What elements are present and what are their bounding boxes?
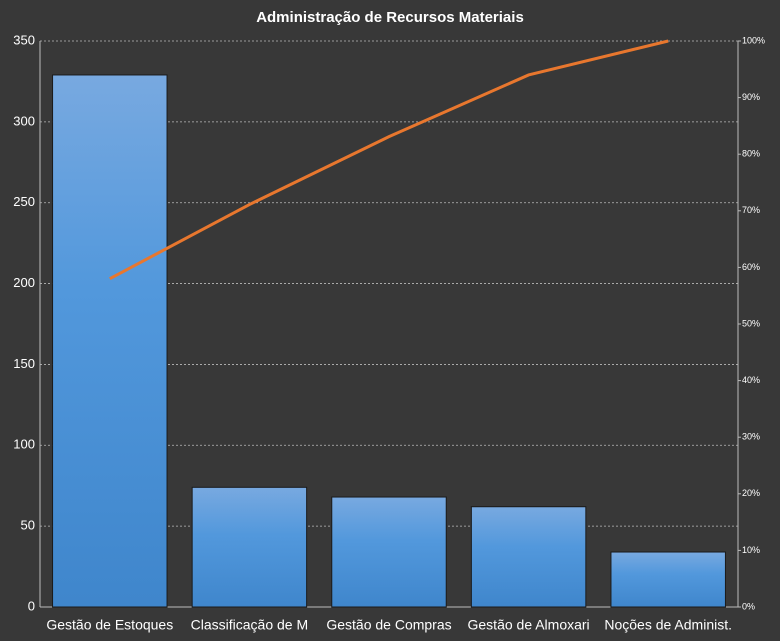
- bar: [52, 74, 168, 608]
- y-tick-label: 0: [28, 598, 35, 613]
- line: [109, 39, 669, 281]
- y2-tick-label: 50%: [742, 318, 760, 328]
- y2-tick-label: 20%: [742, 488, 760, 498]
- x-tick-label: Gestão de Almoxari: [468, 617, 590, 633]
- y-tick-label: 100: [13, 437, 35, 452]
- y-tick-label: 250: [13, 194, 35, 209]
- y-tick-label: 150: [13, 356, 35, 371]
- bar: [331, 496, 447, 608]
- y2-tick-label: 10%: [742, 545, 760, 555]
- y2-tick-label: 60%: [742, 262, 760, 272]
- y2-tick-label: 30%: [742, 432, 760, 442]
- x-tick-label: Gestão de Compras: [326, 617, 451, 633]
- y-tick-label: 200: [13, 275, 35, 290]
- y2-tick-label: 100%: [742, 35, 765, 45]
- y2-tick-label: 40%: [742, 375, 760, 385]
- y2-tick-label: 0%: [742, 601, 755, 611]
- y-tick-label: 350: [13, 32, 35, 47]
- bar: [610, 551, 726, 608]
- y-tick-label: 300: [13, 113, 35, 128]
- y-tick-label: 50: [21, 518, 35, 533]
- y2-tick-label: 70%: [742, 205, 760, 215]
- x-tick-label: Classificação de M: [191, 617, 309, 633]
- x-tick-label: Noções de Administ.: [604, 617, 732, 633]
- y2-tick-label: 90%: [742, 92, 760, 102]
- x-tick-label: Gestão de Estoques: [46, 617, 173, 633]
- bar: [191, 486, 308, 608]
- bar: [470, 506, 587, 608]
- y2-tick-label: 80%: [742, 149, 760, 159]
- chart-title: Administração de Recursos Materiais: [256, 9, 524, 26]
